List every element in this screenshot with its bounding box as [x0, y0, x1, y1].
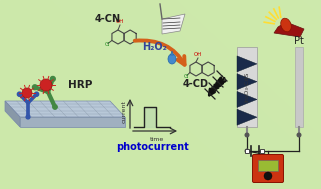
Text: 4-CN: 4-CN	[95, 14, 121, 24]
Polygon shape	[170, 51, 173, 55]
Text: photocurrent: photocurrent	[117, 142, 189, 152]
Text: time: time	[150, 137, 164, 142]
Text: OH: OH	[194, 52, 202, 57]
Bar	[245, 149, 249, 153]
Ellipse shape	[168, 54, 176, 64]
Polygon shape	[237, 109, 257, 125]
Bar	[258, 160, 278, 171]
Text: current: current	[122, 100, 127, 123]
Text: OH: OH	[116, 19, 124, 24]
Polygon shape	[5, 101, 125, 117]
Polygon shape	[237, 74, 257, 90]
Polygon shape	[5, 101, 20, 127]
Text: Cl: Cl	[183, 74, 188, 78]
Circle shape	[22, 88, 32, 98]
Polygon shape	[237, 91, 257, 107]
Polygon shape	[274, 22, 304, 37]
Polygon shape	[162, 14, 185, 34]
FancyArrowPatch shape	[135, 40, 185, 65]
Circle shape	[245, 133, 249, 137]
Text: Pt: Pt	[294, 36, 304, 46]
FancyBboxPatch shape	[253, 154, 283, 183]
Circle shape	[40, 79, 52, 91]
Circle shape	[50, 77, 55, 81]
Text: HRP: HRP	[68, 80, 92, 90]
Text: Cl: Cl	[104, 42, 109, 46]
Polygon shape	[144, 107, 156, 127]
Circle shape	[297, 133, 301, 137]
Polygon shape	[237, 56, 257, 72]
Circle shape	[32, 85, 37, 90]
Text: In₂O₃-CdS: In₂O₃-CdS	[245, 72, 249, 102]
Ellipse shape	[281, 18, 291, 32]
Bar	[295, 47, 303, 127]
Circle shape	[264, 172, 272, 180]
Circle shape	[34, 92, 39, 96]
Polygon shape	[20, 117, 125, 127]
Text: 4-CD: 4-CD	[183, 79, 209, 89]
Text: H₂O₂: H₂O₂	[143, 42, 168, 52]
Bar	[237, 47, 257, 127]
Circle shape	[53, 105, 57, 109]
Circle shape	[245, 149, 249, 153]
Circle shape	[26, 115, 30, 119]
Circle shape	[17, 92, 22, 96]
Bar	[260, 149, 264, 153]
